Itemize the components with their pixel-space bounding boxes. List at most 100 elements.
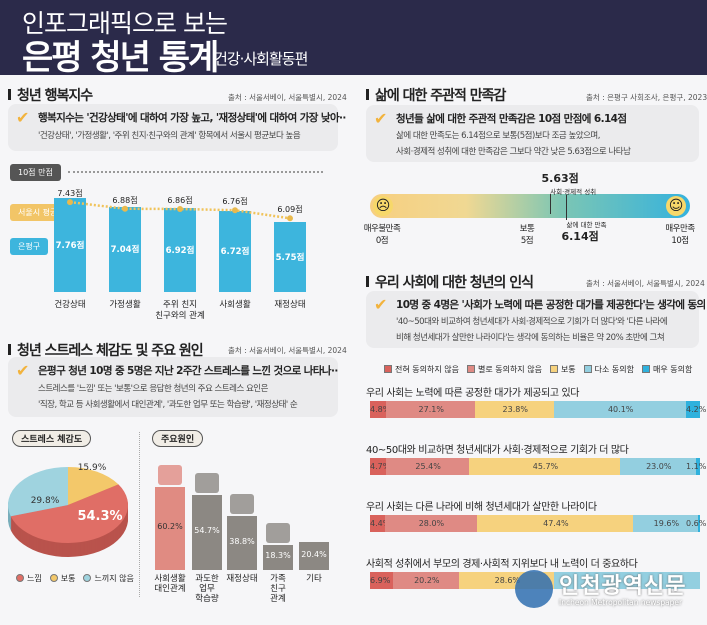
eunpyeong-bar bbox=[164, 208, 196, 292]
scale-mid: 보통 5점 bbox=[519, 224, 535, 246]
eunpyeong-value: 7.04점 bbox=[110, 245, 140, 256]
stress-pie-chart: 15.9% 54.3% 29.8% bbox=[7, 463, 128, 557]
bar-segment-3 bbox=[469, 458, 621, 475]
stress-source: 출처 : 서울서베이, 서울특별시, 2024 bbox=[228, 346, 347, 355]
bar-segment-4 bbox=[620, 458, 697, 475]
segment-label: 25.4% bbox=[415, 462, 441, 471]
segment-label: 45.7% bbox=[532, 462, 559, 471]
cause-value: 20.4% bbox=[301, 549, 327, 559]
legend-item: 전혀 동의하지 않음 bbox=[384, 364, 459, 375]
watermark-logo: 인천광역신문 Incheon Metropolitan newspaper bbox=[515, 568, 705, 618]
seoul-value: 6.86점 bbox=[167, 195, 193, 205]
legend-swatch bbox=[49, 574, 58, 582]
pie-title: 스트레스 체감도 bbox=[12, 430, 92, 447]
pie-legend: 느낌 보통 느끼지 않음 bbox=[16, 573, 134, 584]
segment-label: 6.9% bbox=[370, 576, 391, 585]
pie-slice-보통 bbox=[68, 467, 119, 505]
divider bbox=[139, 432, 140, 597]
header-banner: 인포그래픽으로 보는 은평 청년 통계 건강·사회활동편 bbox=[0, 0, 707, 78]
cause-illustration-icon bbox=[158, 464, 182, 485]
cause-value: 60.2% bbox=[157, 522, 183, 532]
perception-chart: 우리 사회는 노력에 따른 공정한 대가가 제공되고 있다 4.8% 27.1% 23… bbox=[366, 380, 706, 610]
segment-label: 4.7% bbox=[370, 462, 391, 471]
row-title: 우리 사회는 다른 나라에 비해 청년세대가 살만한 나라이다 bbox=[366, 502, 597, 513]
category-label: 가정생활 bbox=[109, 300, 141, 310]
legend-item: 보통 bbox=[549, 364, 576, 375]
cause-value: 54.7% bbox=[194, 526, 220, 536]
bar-segment-4 bbox=[553, 572, 700, 589]
bar-segment-5 bbox=[698, 515, 700, 532]
eunpyeong-bar bbox=[219, 210, 251, 292]
segment-label: 4.2% bbox=[686, 405, 707, 414]
seoul-average-line bbox=[67, 199, 293, 222]
segment-label: 40.1% bbox=[607, 405, 634, 414]
eunpyeong-value: 6.72점 bbox=[220, 247, 250, 258]
cause-bar bbox=[155, 486, 185, 570]
satisfaction-summary: ✔ 청년들 삶에 대한 주관적 만족감은 10점 만점에 6.14점 삶에 대한… bbox=[366, 105, 699, 162]
segment-label: 27.1% bbox=[418, 405, 444, 414]
satisfaction-source: 출처 : 은평구 사회조사, 은평구, 2023 bbox=[586, 93, 707, 102]
row-title: 사회적 성취에서 부모의 경제·사회적 지위보다 내 노력이 더 중요하다 bbox=[366, 559, 638, 570]
eunpyeong-legend: 은평구 bbox=[10, 238, 49, 255]
bar-segment-2 bbox=[392, 572, 460, 589]
check-icon: ✔ bbox=[374, 109, 388, 128]
happiness-title: 청년 행복지수 bbox=[8, 85, 93, 105]
row-title: 우리 사회는 노력에 따른 공정한 대가가 제공되고 있다 bbox=[366, 388, 580, 399]
cause-illustration-icon bbox=[195, 472, 219, 493]
pen-logo-icon bbox=[515, 570, 553, 608]
stacked-bar: 4.8% 27.1% 23.8% 40.1% 4.2% bbox=[370, 401, 706, 418]
bar-segment-5 bbox=[686, 401, 700, 418]
check-icon: ✔ bbox=[16, 108, 30, 127]
satisfaction-title: 삶에 대한 주관적 만족감 bbox=[366, 85, 506, 105]
segment-label: 28.6% bbox=[494, 576, 521, 585]
segment-label: 1.1% bbox=[686, 462, 707, 471]
summary-headline: 청년들 삶에 대한 주관적 만족감은 10점 만점에 6.14점 bbox=[396, 113, 627, 125]
summary-detail: '직장, 학교 등 사회생활에서 대인관계', '과도한 업무 또는 학습량',… bbox=[38, 400, 298, 410]
check-icon: ✔ bbox=[374, 295, 388, 314]
causes-chart: 60.2% 사회생활 대인관계 54.7% 과도한 업무 학습량 38.8% 재정상태 18… bbox=[140, 440, 353, 620]
pie-slice-느끼지 않음 bbox=[7, 467, 68, 517]
seoul-value: 6.09점 bbox=[277, 205, 303, 215]
sad-face-icon: ☹ bbox=[373, 196, 393, 216]
category-label: 건강상태 bbox=[54, 300, 86, 310]
seoul-point bbox=[232, 207, 238, 214]
category-label: 사회생활 bbox=[219, 300, 251, 310]
seoul-legend: 서울시 평균 bbox=[10, 204, 66, 221]
eunpyeong-bar bbox=[109, 206, 141, 292]
summary-detail: 비해 청년세대가 살만한 나라이다'는 생각에 동의하는 비율은 약 20% 초… bbox=[396, 333, 665, 343]
summary-detail: '40~50대와 비교하여 청년세대가 사회·경제적으로 기회가 더 많다'와 … bbox=[396, 317, 668, 327]
happiness-summary: ✔ 행복지수는 '건강상태'에 대하여 가장 높고, '재정상태'에 대하여 가… bbox=[8, 104, 346, 151]
life-label: 삶에 대한 만족 bbox=[566, 221, 607, 229]
perception-title: 우리 사회에 대한 청년의 인식 bbox=[366, 272, 534, 292]
pie-label: 29.8% bbox=[31, 496, 60, 506]
stress-summary: ✔ 은평구 청년 10명 중 5명은 지난 2주간 스트레스를 느낀 것으로 나… bbox=[8, 357, 338, 417]
segment-label: 0.6% bbox=[686, 519, 707, 528]
summary-headline: 10명 중 4명은 '사회가 노력에 따른 공정한 대가를 제공한다'는 생각에… bbox=[396, 299, 706, 311]
segment-label: 28.0% bbox=[418, 519, 445, 528]
eunpyeong-value: 7.76점 bbox=[55, 241, 85, 252]
life-value: 6.14점 bbox=[561, 230, 599, 243]
cause-bar bbox=[263, 544, 293, 570]
seoul-point bbox=[287, 215, 293, 222]
summary-detail: 사회·경제적 성취에 대한 만족감은 그보다 약간 낮은 5.63점으로 나타남 bbox=[396, 147, 631, 157]
legend-swatch bbox=[466, 365, 475, 373]
bar-segment-1 bbox=[370, 458, 386, 475]
segment-label: 4.8% bbox=[370, 405, 391, 414]
segment-label: 23.8% bbox=[502, 405, 528, 414]
cause-value: 18.3% bbox=[265, 551, 291, 561]
legend-item: 느낌 bbox=[16, 573, 42, 584]
cause-label: 사회생활 대인관계 bbox=[154, 574, 186, 594]
legend-item: 보통 bbox=[49, 573, 75, 584]
summary-headline: 행복지수는 '건강상태'에 대하여 가장 높고, '재정상태'에 대하여 가장 … bbox=[38, 112, 346, 124]
max-score-label: 10점 만점 bbox=[10, 164, 61, 181]
cause-bar bbox=[299, 541, 329, 570]
cause-label: 기타 bbox=[306, 574, 322, 584]
legend-swatch bbox=[16, 574, 24, 582]
legend-item: 별로 동의하지 않음 bbox=[466, 364, 542, 375]
seoul-value: 6.76점 bbox=[222, 197, 248, 207]
legend-swatch bbox=[642, 365, 651, 373]
happiness-chart: 7.76점 7.43점 건강상태 7.04점 6.88점 가정생활 6.92점 6.86점 주위… bbox=[0, 160, 353, 330]
segment-label: 47.4% bbox=[543, 519, 569, 528]
seoul-point bbox=[67, 199, 73, 206]
segment-label: 19.6% bbox=[653, 519, 680, 528]
